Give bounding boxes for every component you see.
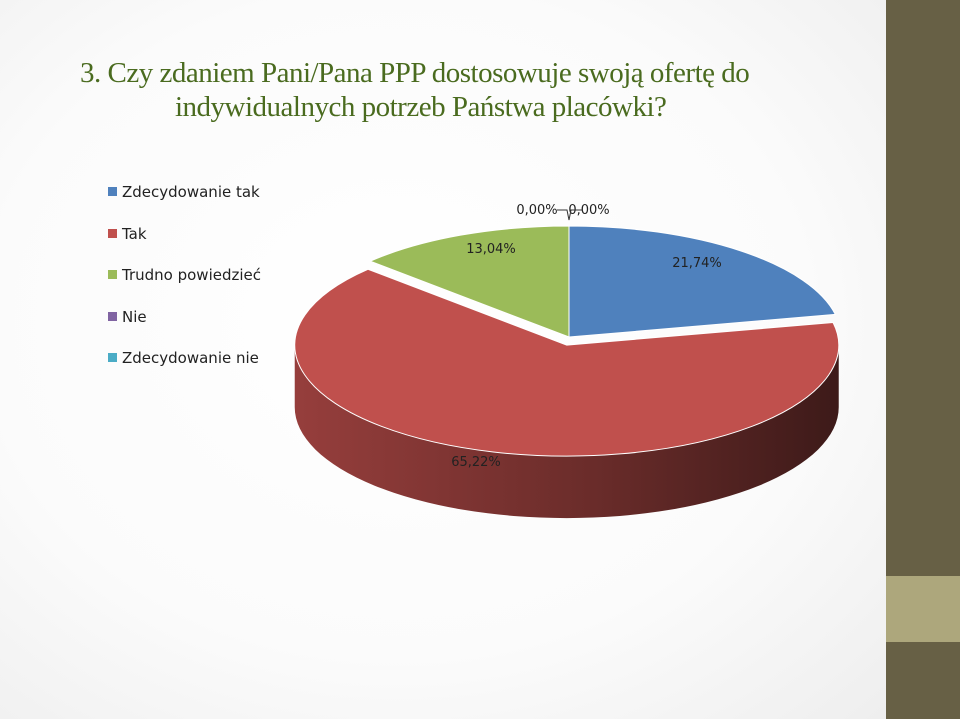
pie-slice — [368, 225, 570, 338]
pie-slice — [568, 225, 837, 338]
legend-label: Zdecydowanie nie — [122, 349, 259, 367]
data-label: 21,74% — [672, 256, 722, 271]
legend-label: Nie — [122, 307, 147, 326]
legend-swatch — [108, 353, 117, 362]
data-label: 0,00% — [568, 203, 609, 218]
slide-title-line-1: 3. Czy zdaniem Pani/Pana PPP dostosowuje… — [80, 57, 750, 89]
legend-swatch — [108, 187, 117, 196]
slide-title: 3. Czy zdaniem Pani/Pana PPP dostosowuje… — [80, 56, 870, 124]
legend-swatch — [108, 311, 117, 321]
data-label: 13,04% — [466, 242, 516, 257]
side-panel-middle — [886, 576, 960, 642]
pie-slice-side — [294, 345, 839, 519]
legend-label: Zdecydowanie tak — [122, 183, 260, 201]
leader-line — [557, 209, 583, 221]
pie-chart: 21,74% 65,22% 13,04% 0,00% 0,00% — [294, 203, 840, 519]
data-label: 0,00% — [516, 203, 557, 218]
slide-title-line-2: indywidualnych potrzeb Państwa placówki? — [175, 91, 667, 123]
data-label: 65,22% — [451, 455, 501, 470]
legend-label: Tak — [122, 224, 147, 243]
pie-slice — [294, 268, 840, 457]
legend-swatch — [108, 270, 117, 279]
legend-label: Trudno powiedzieć — [122, 266, 262, 284]
legend-swatch — [108, 228, 117, 238]
side-panel-top — [886, 0, 960, 576]
side-panel-bottom — [886, 642, 960, 719]
